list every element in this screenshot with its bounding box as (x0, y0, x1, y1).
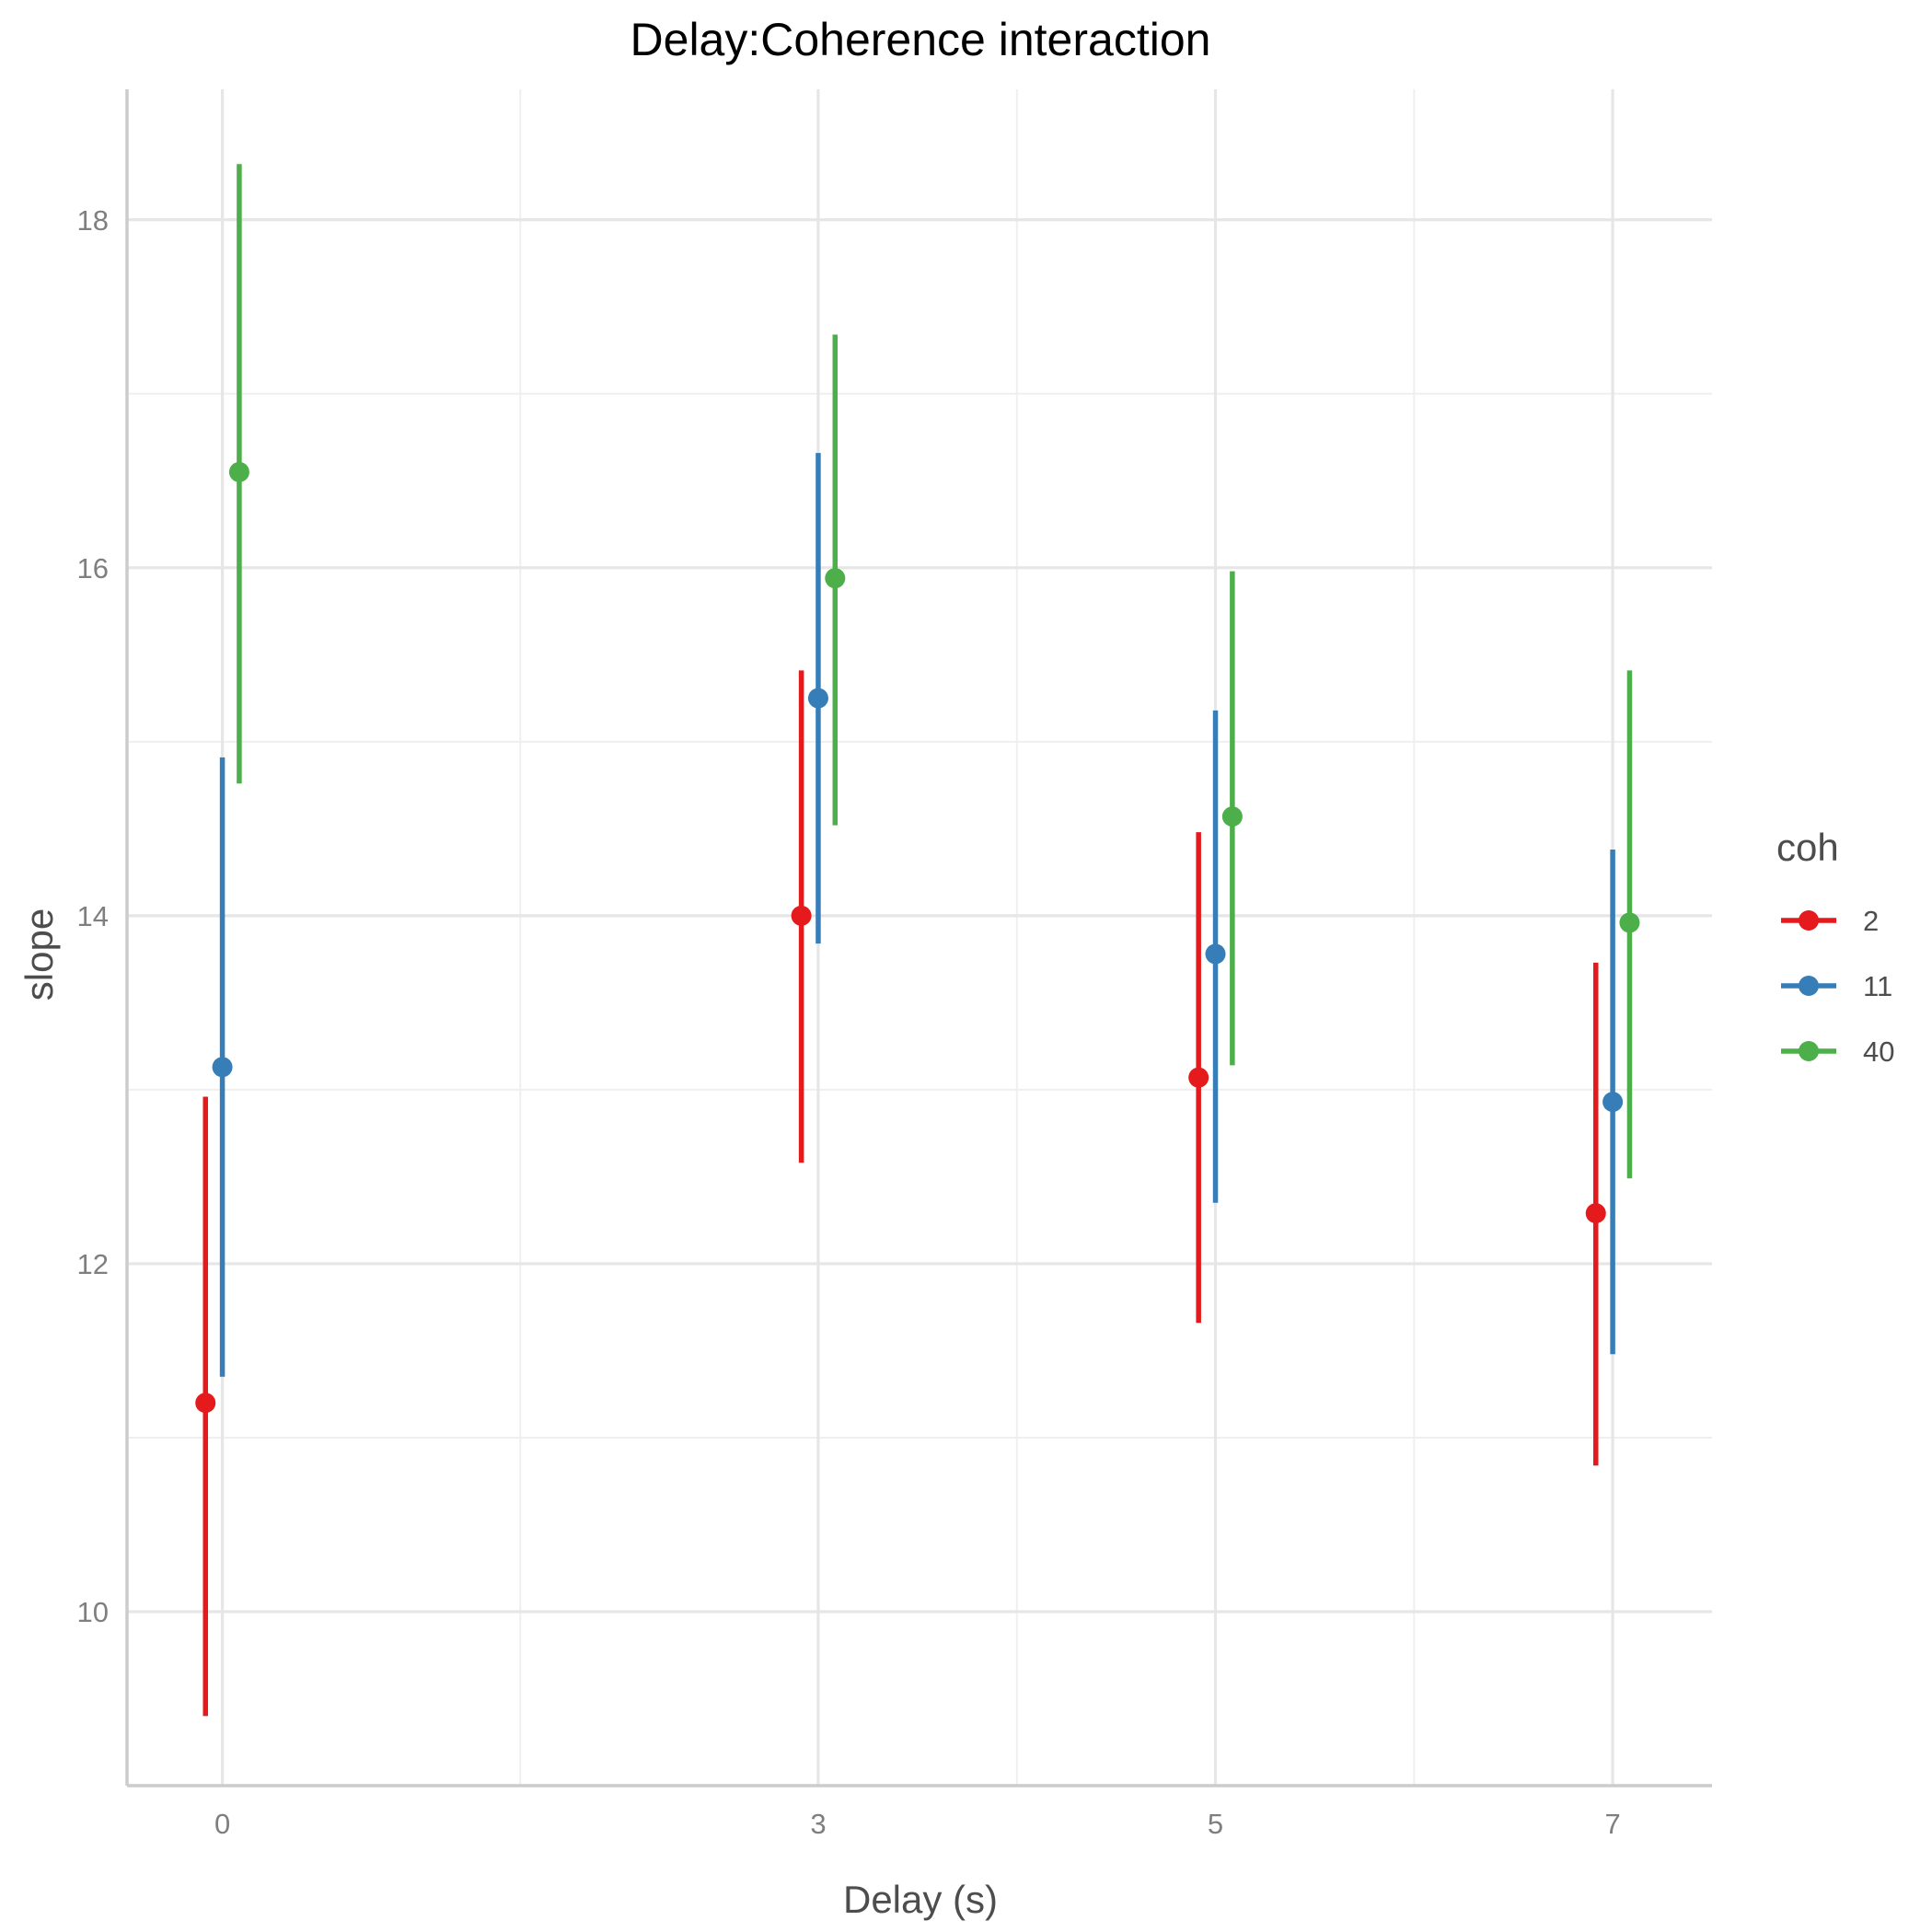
legend: coh 2 11 40 (1776, 826, 1894, 1068)
data-point (1619, 912, 1640, 933)
y-tick-label: 12 (77, 1248, 109, 1280)
data-point (807, 688, 828, 709)
legend-key-point (1799, 1041, 1819, 1061)
data-point (1221, 806, 1243, 827)
legend-label: 40 (1863, 1035, 1894, 1068)
x-axis-title: Delay (s) (843, 1878, 998, 1921)
data-point (195, 1393, 216, 1414)
x-tick-label: 0 (214, 1808, 230, 1840)
y-tick-label: 10 (77, 1596, 109, 1628)
grid-lines (127, 89, 1712, 1786)
x-tick-label: 7 (1604, 1808, 1620, 1840)
legend-key-point (1799, 910, 1819, 931)
data-marks (195, 164, 1640, 1717)
legend-key-point (1799, 976, 1819, 996)
data-point (1585, 1203, 1606, 1224)
data-point (228, 461, 249, 482)
data-point (1188, 1067, 1209, 1088)
x-tick-label: 3 (810, 1808, 826, 1840)
x-tick-label: 5 (1208, 1808, 1223, 1840)
y-tick-label: 18 (77, 204, 109, 237)
axes: 10 12 14 16 18 0 3 5 7 (77, 89, 1712, 1840)
legend-title: coh (1776, 826, 1839, 869)
y-axis-title: slope (17, 908, 61, 1001)
legend-label: 2 (1863, 905, 1879, 937)
data-point (825, 568, 846, 589)
chart-title: Delay:Coherence interaction (631, 14, 1211, 65)
data-point (1602, 1092, 1624, 1113)
y-tick-label: 14 (77, 900, 109, 932)
data-point (1205, 943, 1226, 965)
data-point (791, 905, 812, 926)
y-tick-label: 16 (77, 552, 109, 584)
data-point (212, 1057, 233, 1078)
legend-label: 11 (1863, 970, 1892, 1002)
